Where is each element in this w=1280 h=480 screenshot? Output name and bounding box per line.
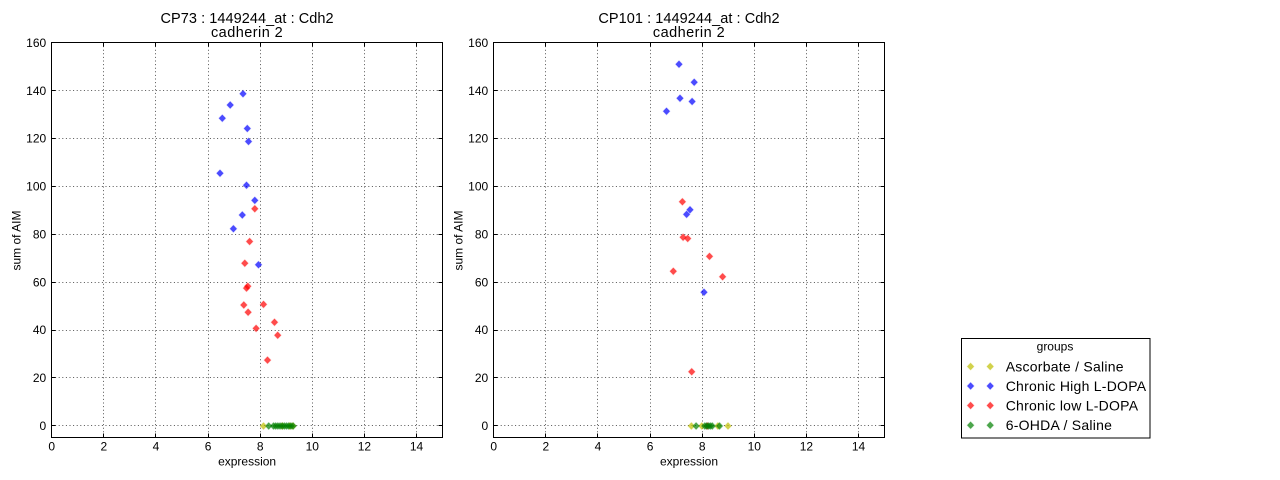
svg-text:14: 14 xyxy=(410,440,424,454)
svg-text:groups: groups xyxy=(1037,340,1074,354)
svg-text:80: 80 xyxy=(33,227,47,241)
svg-text:6: 6 xyxy=(647,440,654,454)
svg-text:14: 14 xyxy=(852,440,866,454)
svg-text:cadherin 2: cadherin 2 xyxy=(211,25,283,41)
svg-text:120: 120 xyxy=(26,132,46,146)
svg-text:140: 140 xyxy=(468,84,488,98)
svg-text:8: 8 xyxy=(257,440,264,454)
svg-text:160: 160 xyxy=(468,36,488,50)
svg-text:160: 160 xyxy=(26,36,46,50)
svg-text:60: 60 xyxy=(475,275,489,289)
svg-text:0: 0 xyxy=(482,419,489,433)
svg-text:10: 10 xyxy=(748,440,762,454)
svg-text:sum of AIM: sum of AIM xyxy=(452,210,466,270)
svg-text:2: 2 xyxy=(100,440,107,454)
svg-text:Ascorbate / Saline: Ascorbate / Saline xyxy=(1006,358,1124,374)
svg-text:CP101 : 1449244_at : Cdh2: CP101 : 1449244_at : Cdh2 xyxy=(598,11,779,27)
svg-text:0: 0 xyxy=(40,419,47,433)
svg-text:80: 80 xyxy=(475,227,489,241)
svg-text:100: 100 xyxy=(26,180,46,194)
svg-text:120: 120 xyxy=(468,132,488,146)
svg-text:20: 20 xyxy=(475,371,489,385)
svg-text:12: 12 xyxy=(358,440,372,454)
svg-text:20: 20 xyxy=(33,371,47,385)
svg-text:100: 100 xyxy=(468,180,488,194)
svg-text:2: 2 xyxy=(542,440,549,454)
svg-text:10: 10 xyxy=(306,440,320,454)
svg-text:60: 60 xyxy=(33,275,47,289)
svg-text:0: 0 xyxy=(48,440,55,454)
svg-text:sum of AIM: sum of AIM xyxy=(10,210,24,270)
svg-text:0: 0 xyxy=(490,440,497,454)
svg-text:12: 12 xyxy=(800,440,814,454)
svg-text:8: 8 xyxy=(699,440,706,454)
svg-text:expression: expression xyxy=(660,455,718,469)
svg-text:cadherin 2: cadherin 2 xyxy=(653,25,725,41)
svg-text:expression: expression xyxy=(218,455,276,469)
svg-text:140: 140 xyxy=(26,84,46,98)
svg-text:6: 6 xyxy=(205,440,212,454)
svg-text:CP73 : 1449244_at : Cdh2: CP73 : 1449244_at : Cdh2 xyxy=(161,11,334,27)
svg-text:40: 40 xyxy=(475,323,489,337)
svg-text:40: 40 xyxy=(33,323,47,337)
svg-text:6-OHDA / Saline: 6-OHDA / Saline xyxy=(1006,417,1112,433)
svg-text:4: 4 xyxy=(153,440,160,454)
svg-text:Chronic low L-DOPA: Chronic low L-DOPA xyxy=(1006,397,1139,413)
svg-text:Chronic High L-DOPA: Chronic High L-DOPA xyxy=(1006,378,1147,394)
svg-text:4: 4 xyxy=(595,440,602,454)
